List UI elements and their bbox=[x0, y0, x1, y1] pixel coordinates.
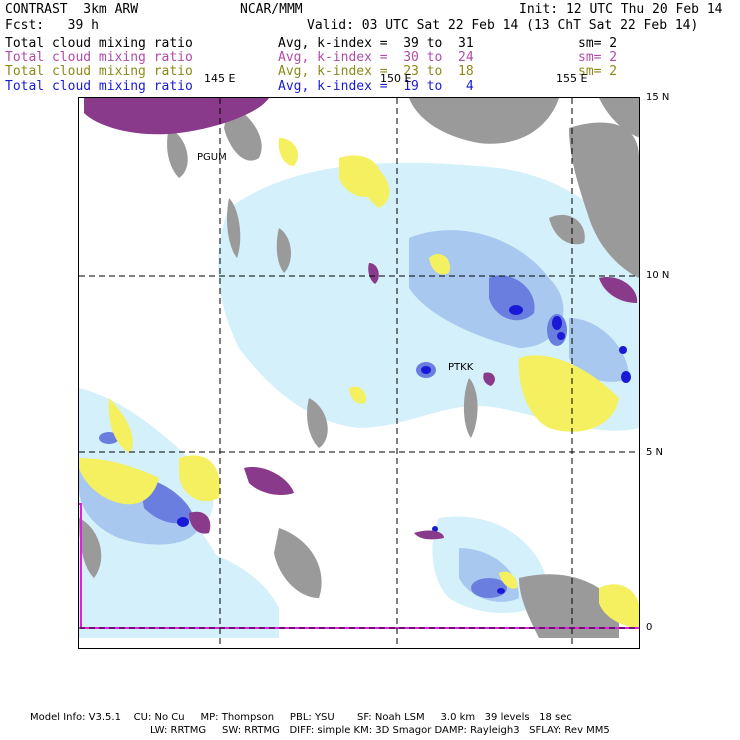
cloud-map bbox=[79, 98, 639, 648]
map-panel: PGUM PTKK bbox=[78, 97, 640, 649]
purple-layer bbox=[84, 98, 638, 540]
lat-lon-grid bbox=[79, 98, 639, 648]
lat-label-0: 0 bbox=[646, 622, 653, 633]
field-name-4: Total cloud mixing ratio bbox=[5, 79, 193, 94]
lat-label-5n: 5 N bbox=[646, 447, 664, 458]
init-time: Init: 12 UTC Thu 20 Feb 14 bbox=[519, 2, 723, 17]
lon-label-155: 155 E bbox=[556, 72, 588, 85]
field-name-2: Total cloud mixing ratio bbox=[5, 50, 193, 65]
field-smoothing-3: sm= 2 bbox=[578, 64, 618, 79]
station-pgum: PGUM bbox=[197, 152, 227, 163]
field-smoothing-1: sm= 2 bbox=[578, 36, 618, 51]
lon-label-150: 150 E bbox=[380, 72, 412, 85]
field-range-2: Avg, k-index = 30 to 24 bbox=[278, 50, 474, 65]
field-name-1: Total cloud mixing ratio bbox=[5, 36, 193, 51]
valid-time: Valid: 03 UTC Sat 22 Feb 14 (13 ChT Sat … bbox=[307, 18, 699, 33]
yellow-layer bbox=[79, 138, 639, 628]
field-range-4: Avg, k-index = 19 to 4 bbox=[278, 79, 474, 94]
model-info-line-2: LW: RRTMG SW: RRTMG DIFF: simple KM: 3D … bbox=[150, 725, 610, 736]
lon-label-145: 145 E bbox=[204, 72, 236, 85]
organization: NCAR/MMM bbox=[240, 2, 303, 17]
gray-mask-layer bbox=[79, 98, 639, 638]
field-name-3: Total cloud mixing ratio bbox=[5, 64, 193, 79]
field-range-1: Avg, k-index = 39 to 31 bbox=[278, 36, 474, 51]
model-name: CONTRAST 3km ARW bbox=[5, 2, 139, 17]
model-info-line-1: Model Info: V3.5.1 CU: No Cu MP: Thompso… bbox=[30, 712, 572, 723]
field-smoothing-2: sm= 2 bbox=[578, 50, 618, 65]
field-range-3: Avg, k-index = 23 to 18 bbox=[278, 64, 474, 79]
station-ptkk: PTKK bbox=[448, 362, 474, 373]
forecast-hour: Fcst: 39 h bbox=[5, 18, 99, 33]
lat-label-15n: 15 N bbox=[646, 92, 670, 103]
lat-label-10n: 10 N bbox=[646, 270, 670, 281]
